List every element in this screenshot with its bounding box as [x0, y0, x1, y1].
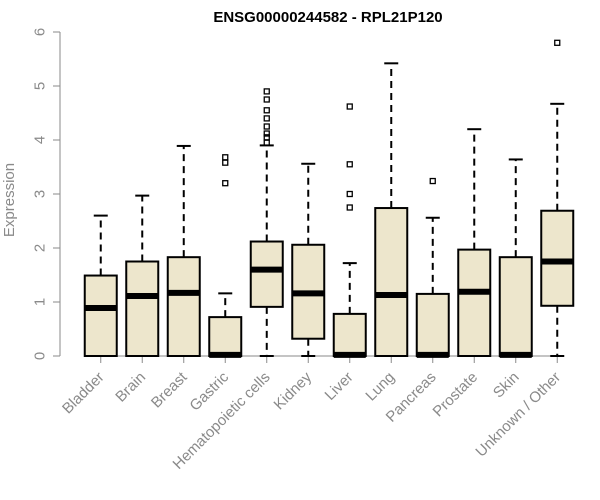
box-liver [332, 103, 367, 358]
box-bladder [83, 214, 118, 358]
box-iqr [83, 274, 118, 358]
outlier-point [222, 159, 229, 166]
outlier-point [263, 115, 270, 122]
box-iqr [249, 240, 284, 308]
y-tick-label: 0 [32, 352, 49, 360]
boxes-group [83, 39, 575, 358]
box-skin [498, 158, 533, 358]
outlier-point [429, 177, 436, 185]
outlier-point [263, 96, 270, 103]
outlier-point [222, 154, 229, 161]
y-axis: 0 1 2 3 4 5 6 [32, 28, 61, 360]
x-tick-label: Breast [148, 368, 191, 411]
box-lung [374, 62, 409, 357]
outlier-point [346, 190, 353, 198]
x-tick-label: Brain [112, 369, 149, 406]
y-tick-label: 2 [32, 244, 49, 252]
box-breast [166, 144, 201, 357]
box-iqr [208, 316, 243, 357]
outlier-point [263, 130, 270, 137]
outlier-point [346, 161, 353, 168]
box-unknown-other [540, 39, 575, 357]
box-brain [125, 194, 160, 357]
box-iqr [125, 260, 160, 357]
box-prostate [457, 128, 492, 357]
y-tick-label: 6 [32, 28, 49, 36]
chart-title: ENSG00000244582 - RPL21P120 [213, 9, 442, 26]
outlier-point [263, 88, 270, 95]
box-iqr [374, 207, 409, 357]
y-tick-label: 1 [32, 298, 49, 306]
outlier-point [554, 39, 561, 46]
y-tick-label: 5 [32, 82, 49, 90]
x-tick-label: Skin [490, 369, 523, 402]
outlier-point [222, 180, 229, 187]
box-iqr [498, 256, 533, 357]
box-gastric [208, 154, 243, 358]
box-kidney [291, 162, 326, 357]
outlier-point [263, 134, 270, 141]
outlier-point [263, 123, 270, 130]
box-iqr [332, 312, 367, 358]
y-tick-label: 4 [32, 136, 49, 144]
x-tick-label: Kidney [271, 368, 316, 413]
box-iqr [166, 256, 201, 357]
x-tick-label: Prostate [430, 369, 482, 421]
box-hematopoietic-cells [249, 88, 284, 357]
x-tick-label: Lung [362, 369, 398, 405]
box-iqr [415, 292, 450, 357]
y-tick-label: 3 [32, 190, 49, 198]
outlier-point [263, 107, 270, 114]
x-tick-label: Bladder [59, 369, 108, 418]
x-tick-label: Liver [322, 369, 357, 404]
outlier-point [346, 103, 353, 110]
outlier-point [346, 204, 353, 211]
box-pancreas [415, 177, 450, 358]
box-iqr [457, 248, 492, 357]
y-axis-label: Expression [1, 163, 18, 237]
box-iqr [540, 209, 575, 307]
